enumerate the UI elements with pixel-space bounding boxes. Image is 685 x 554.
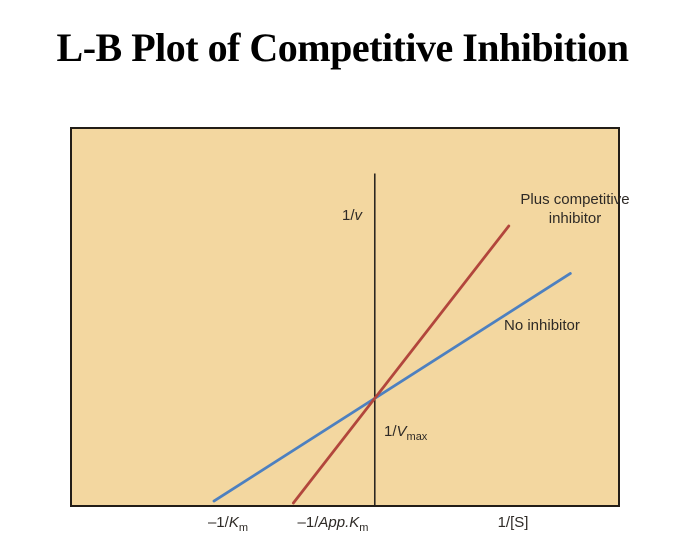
competitive-inhibitor-line	[291, 224, 511, 505]
y-axis-label-prefix: 1/	[341, 207, 355, 224]
plot-canvas	[212, 173, 572, 505]
app-km-label-prefix: –1/	[297, 514, 319, 531]
km-label-variable: K	[228, 514, 239, 531]
x-axis-label-text: 1/[S]	[497, 514, 529, 531]
y-axis-label-variable: v	[354, 207, 363, 224]
vmax-label-variable: V	[396, 423, 407, 440]
app-km-label-variable: App.K	[318, 514, 360, 531]
page-title: L-B Plot of Competitive Inhibition	[56, 25, 629, 70]
y-axis-label: 1/v	[324, 207, 362, 226]
app-km-label-subscript: m	[359, 522, 369, 534]
no-inhibitor-line	[212, 272, 572, 503]
km-label-subscript: m	[238, 522, 249, 534]
app-km-intercept-label: –1/App.Km	[278, 514, 388, 534]
inhibitor-series-label-line2: inhibitor	[548, 209, 602, 227]
vmax-label-subscript: max	[406, 431, 428, 443]
lineweaver-burk-plot: 1/v Plus competitive inhibitor No inhibit…	[70, 127, 630, 507]
inhibitor-series-label: Plus competitive inhibitor	[500, 191, 650, 229]
no-inhibitor-series-label: No inhibitor	[504, 317, 580, 336]
vmax-intercept-label: 1/Vmax	[384, 423, 428, 443]
x-axis-label: 1/[S]	[480, 514, 546, 531]
inhibitor-series-label-line1: Plus competitive	[520, 191, 630, 208]
km-intercept-label: –1/Km	[188, 514, 268, 534]
km-label-prefix: –1/	[207, 514, 229, 531]
no-inhibitor-series-label-text: No inhibitor	[504, 317, 580, 334]
vmax-label-prefix: 1/	[384, 423, 397, 440]
